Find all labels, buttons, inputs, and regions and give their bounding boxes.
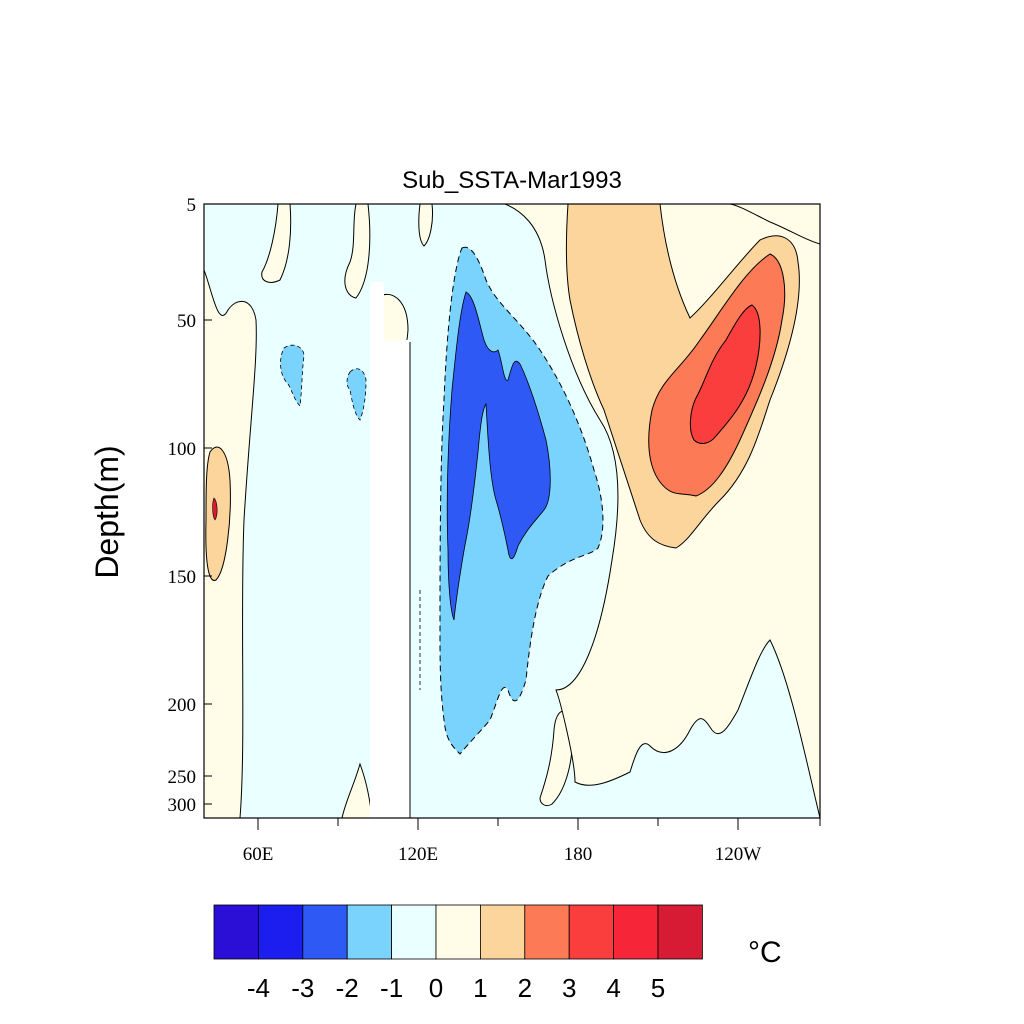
colorbar-swatch bbox=[613, 904, 659, 960]
x-axis: 60E 120E 180 120W bbox=[243, 818, 821, 865]
plot-frame bbox=[203, 203, 821, 819]
colorbar-swatch bbox=[391, 904, 437, 960]
region-light-blue-small-2 bbox=[346, 368, 367, 421]
y-tick-label: 200 bbox=[168, 695, 197, 716]
y-tick-label: 150 bbox=[168, 567, 197, 588]
x-tick-label: 180 bbox=[564, 844, 593, 865]
colorbar: -4 -3 -2 -1 0 1 2 3 4 5 °C bbox=[213, 904, 782, 1003]
colorbar-swatch bbox=[213, 904, 259, 960]
chart-title: Sub_SSTA-Mar1993 bbox=[402, 167, 622, 194]
colorbar-label: 2 bbox=[518, 973, 532, 1003]
colorbar-swatch bbox=[524, 904, 570, 960]
missing-data-gap-2 bbox=[384, 340, 410, 818]
y-tick-label: 5 bbox=[187, 195, 197, 216]
y-axis: 5 50 100 150 200 250 300 bbox=[168, 195, 212, 816]
x-tick-label: 60E bbox=[243, 844, 274, 865]
colorbar-label: 0 bbox=[429, 973, 443, 1003]
y-tick-label: 50 bbox=[177, 311, 196, 332]
colorbar-swatch bbox=[346, 904, 393, 960]
colorbar-label: 1 bbox=[473, 973, 487, 1003]
colorbar-label: -3 bbox=[291, 973, 314, 1003]
colorbar-label: -4 bbox=[247, 973, 270, 1003]
region-east-red-core bbox=[689, 304, 761, 444]
colorbar-swatch bbox=[479, 904, 526, 960]
y-tick-label: 100 bbox=[168, 439, 197, 460]
region-west-pacific-blue-core bbox=[446, 291, 551, 621]
colorbar-swatch bbox=[257, 904, 304, 960]
region-west-edge-warm bbox=[204, 269, 257, 818]
x-tick-label: 120W bbox=[715, 844, 762, 865]
region-mid-strip-warm bbox=[344, 204, 371, 299]
region-light-blue-small-1 bbox=[280, 344, 305, 407]
region-small-warm-2 bbox=[418, 204, 433, 247]
colorbar-label: 3 bbox=[562, 973, 576, 1003]
colorbar-label: -1 bbox=[380, 973, 403, 1003]
y-axis-label: Depth(m) bbox=[89, 445, 125, 578]
colorbar-label: 4 bbox=[606, 973, 620, 1003]
colorbar-swatch bbox=[435, 904, 481, 960]
colorbar-label: 5 bbox=[651, 973, 665, 1003]
colorbar-swatch bbox=[657, 904, 703, 960]
colorbar-swatch bbox=[568, 904, 615, 960]
colorbar-unit: °C bbox=[748, 936, 782, 969]
colorbar-label: -2 bbox=[336, 973, 359, 1003]
region-west-orange bbox=[205, 446, 231, 581]
colorbar-swatch bbox=[302, 904, 348, 960]
plot-area bbox=[204, 204, 820, 818]
y-tick-label: 300 bbox=[168, 795, 197, 816]
missing-data-gap bbox=[370, 282, 384, 818]
x-tick-label: 120E bbox=[398, 844, 438, 865]
region-west-red-spot bbox=[212, 497, 218, 521]
y-tick-label: 250 bbox=[168, 767, 197, 788]
region-north-strip-warm bbox=[261, 204, 292, 283]
